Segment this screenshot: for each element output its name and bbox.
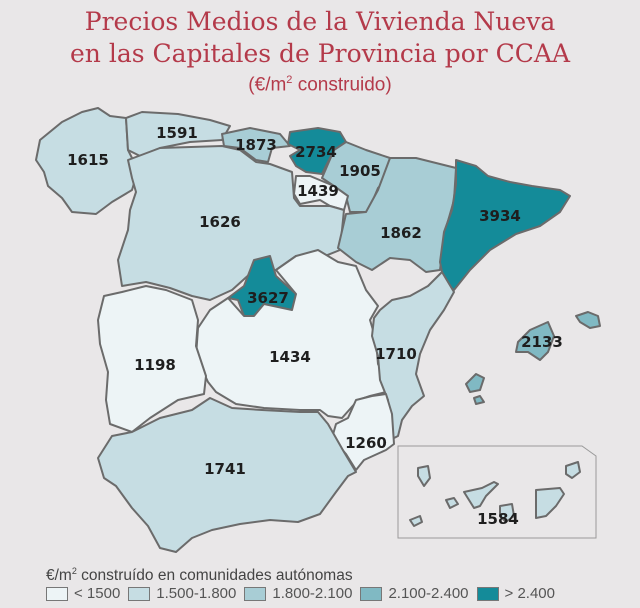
- label-murcia: 1260: [345, 434, 387, 452]
- region-castilla-la-mancha[interactable]: [195, 249, 389, 419]
- map-title: Precios Medios de la Vivienda Nueva en l…: [0, 6, 640, 70]
- legend-label: 2.100-2.400: [388, 585, 469, 602]
- label-navarra: 1905: [339, 162, 381, 180]
- region-canarias-tenerife[interactable]: [463, 481, 499, 509]
- canarias-inset-frame: [397, 445, 597, 539]
- region-galicia[interactable]: [35, 107, 139, 215]
- label-cantabria: 1873: [235, 136, 277, 154]
- region-cataluna[interactable]: [439, 159, 571, 291]
- region-baleares-ibiza[interactable]: [465, 373, 485, 393]
- legend-item-1500-1800: 1.500-1.800: [128, 585, 236, 602]
- legend-swatch: [128, 586, 151, 601]
- label-madrid: 3627: [247, 289, 289, 307]
- legend-swatch: [46, 586, 68, 601]
- label-canarias: 1584: [477, 510, 519, 528]
- region-canarias-grancanaria[interactable]: [499, 503, 515, 523]
- region-andalucia[interactable]: [97, 397, 357, 553]
- legend-item-2100-2400: 2.100-2.400: [360, 585, 469, 602]
- label-baleares: 2133: [521, 333, 563, 351]
- label-castilla-y-leon: 1626: [199, 213, 241, 231]
- legend-title: €/m2 construído en comunidades autónomas: [46, 566, 353, 585]
- legend-title-text-end: construído en comunidades autónomas: [76, 567, 353, 585]
- label-aragon: 1862: [380, 224, 422, 242]
- region-extremadura[interactable]: [97, 285, 207, 433]
- subtitle-text-end: construido): [292, 74, 392, 96]
- label-la-rioja: 1439: [297, 182, 339, 200]
- legend-item-1800-2100: 1.800-2.100: [244, 585, 352, 602]
- legend-label: 1.800-2.100: [272, 585, 353, 602]
- legend: < 1500 1.500-1.800 1.800-2.100 2.100-2.4…: [46, 585, 563, 602]
- legend-item-gt-2400: > 2.400: [476, 585, 555, 602]
- map-subtitle: (€/m2 construido): [0, 74, 640, 96]
- label-valenciana: 1710: [375, 345, 417, 363]
- label-galicia: 1615: [67, 151, 109, 169]
- region-baleares-formentera[interactable]: [473, 395, 485, 405]
- label-andalucia: 1741: [204, 460, 246, 478]
- region-canarias-hierro[interactable]: [409, 515, 423, 527]
- region-canarias-fuerteventura[interactable]: [535, 487, 565, 519]
- legend-label: 1.500-1.800: [156, 585, 237, 602]
- legend-item-lt-1500: < 1500: [46, 585, 120, 602]
- label-cataluna: 3934: [479, 207, 521, 225]
- label-asturias: 1591: [156, 124, 198, 142]
- legend-swatch: [476, 586, 499, 601]
- legend-title-sup: 2: [71, 566, 77, 576]
- legend-label: < 1500: [74, 585, 121, 602]
- legend-swatch: [244, 586, 267, 601]
- region-canarias-lanzarote[interactable]: [565, 461, 581, 479]
- label-castilla-la-mancha: 1434: [269, 348, 311, 366]
- region-cantabria[interactable]: [221, 127, 291, 163]
- label-pais-vasco: 2734: [295, 143, 337, 161]
- subtitle-sup: 2: [286, 74, 293, 86]
- region-pais-vasco[interactable]: [287, 127, 347, 175]
- title-line-1: Precios Medios de la Vivienda Nueva: [84, 7, 556, 36]
- region-murcia[interactable]: [331, 393, 395, 471]
- region-baleares[interactable]: [515, 321, 555, 361]
- legend-swatch: [360, 586, 383, 601]
- legend-title-text: €/m: [46, 567, 72, 585]
- subtitle-text: (€/m: [248, 74, 287, 96]
- region-canarias-lapalma[interactable]: [417, 465, 431, 487]
- legend-label: > 2.400: [504, 585, 555, 602]
- region-baleares-menorca[interactable]: [575, 311, 601, 329]
- label-extremadura: 1198: [134, 356, 176, 374]
- region-canarias-gomera[interactable]: [445, 497, 459, 509]
- title-line-2: en las Capitales de Provincia por CCAA: [69, 39, 571, 68]
